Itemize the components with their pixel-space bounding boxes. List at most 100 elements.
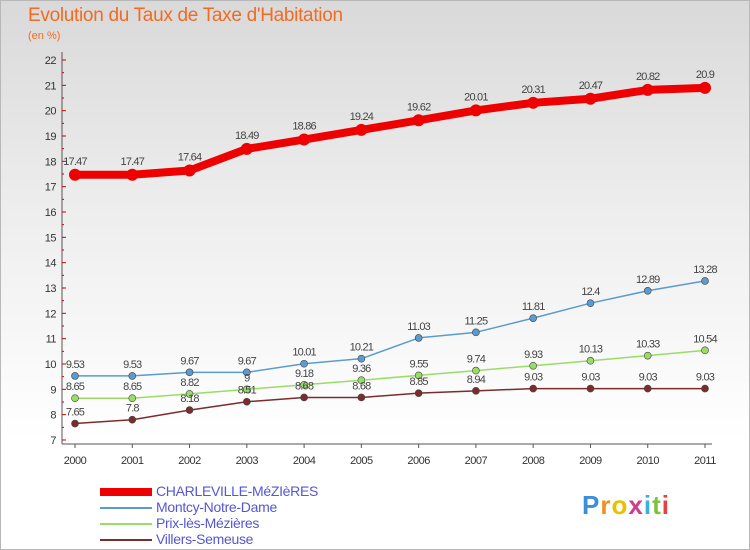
- data-point: [701, 277, 709, 285]
- data-point: [243, 397, 251, 406]
- data-point: [699, 81, 711, 94]
- data-label: 20.47: [579, 80, 603, 92]
- data-label: 20.9: [696, 69, 715, 81]
- data-point: [357, 354, 366, 363]
- line-chart: 7 8 9 10 11 12 13 14 15 16 17 18 19 20 21 22 2000 2001 200…: [45, 52, 718, 467]
- legend-label: CHARLEVILLE-MéZIèRES: [156, 483, 319, 499]
- x-tick-label: 2000: [64, 455, 87, 467]
- data-label: 8.65: [123, 381, 142, 393]
- data-label: 8.85: [410, 376, 429, 388]
- data-point: [240, 142, 253, 155]
- data-point: [300, 380, 308, 389]
- data-label: 10.13: [579, 344, 603, 356]
- x-tick-label: 2005: [350, 455, 373, 467]
- data-label: 20.82: [636, 71, 660, 83]
- data-label: 11.03: [407, 321, 430, 333]
- y-tick-label: 9: [50, 384, 56, 396]
- data-point: [183, 164, 196, 177]
- data-point: [701, 346, 709, 355]
- data-point: [69, 168, 81, 181]
- data-label: 19.24: [350, 111, 374, 123]
- y-tick-label: 16: [45, 207, 57, 219]
- y-tick-label: 20: [45, 106, 57, 118]
- data-label: 11.81: [522, 301, 545, 313]
- data-point: [243, 368, 251, 377]
- logo-letter: t: [652, 490, 662, 520]
- data-point: [128, 372, 137, 380]
- y-tick-label: 22: [45, 55, 57, 67]
- data-point: [641, 83, 654, 96]
- data-point: [529, 361, 537, 370]
- data-label: 17.47: [63, 156, 87, 168]
- data-point: [529, 314, 537, 322]
- logo-letter: i: [661, 490, 670, 520]
- data-point: [185, 368, 194, 377]
- y-tick-label: 12: [45, 308, 57, 320]
- data-label: 7.65: [66, 407, 85, 419]
- x-tick-label: 2002: [178, 455, 201, 467]
- data-point: [185, 406, 194, 414]
- data-label: 9.03: [639, 372, 658, 384]
- y-tick-label: 18: [45, 156, 57, 168]
- data-label: 9.55: [410, 358, 429, 370]
- data-point: [414, 389, 423, 397]
- unit-label: (en %): [28, 30, 61, 42]
- data-point: [243, 385, 251, 394]
- legend-swatch: [100, 488, 152, 496]
- data-point: [529, 384, 537, 393]
- data-point: [472, 366, 480, 375]
- data-label: 9.03: [524, 372, 543, 384]
- logo-letter: x: [628, 490, 644, 520]
- x-tick-label: 2007: [465, 455, 488, 467]
- y-tick-label: 19: [45, 131, 57, 143]
- data-label: 18.86: [292, 121, 316, 133]
- data-point: [300, 393, 308, 402]
- data-label: 8.68: [295, 380, 314, 392]
- data-point: [71, 419, 79, 428]
- data-label: 10.21: [350, 342, 374, 354]
- x-tick-label: 2003: [236, 455, 259, 467]
- y-tick-label: 8: [50, 410, 56, 422]
- data-label: 19.62: [407, 101, 431, 113]
- x-tick-label: 2006: [407, 455, 430, 467]
- data-point: [469, 104, 482, 117]
- logo-letter: o: [611, 490, 629, 520]
- data-label: 9.53: [123, 359, 142, 371]
- legend-swatch: [100, 507, 152, 509]
- data-point: [643, 351, 652, 360]
- data-label: 12.4: [581, 286, 600, 298]
- data-point: [586, 384, 595, 393]
- data-label: 9.36: [352, 363, 371, 375]
- data-point: [300, 359, 308, 368]
- x-tick-label: 2009: [579, 455, 602, 467]
- data-point: [584, 92, 597, 105]
- data-label: 7.8: [126, 403, 140, 415]
- data-label: 10.01: [292, 347, 316, 359]
- y-tick-label: 7: [50, 435, 56, 447]
- data-label: 10.54: [693, 333, 717, 345]
- y-tick-label: 15: [45, 232, 57, 244]
- logo-letter: r: [600, 490, 612, 520]
- series-line: [75, 349, 706, 399]
- data-label: 8.51: [238, 385, 257, 397]
- data-label: 9.53: [66, 359, 85, 371]
- data-label: 8.65: [66, 381, 85, 393]
- data-point: [128, 394, 137, 403]
- y-tick-label: 13: [45, 283, 57, 295]
- data-point: [357, 376, 366, 385]
- legend-label: Prix-lès-Mézières: [156, 515, 260, 531]
- data-label: 8.82: [180, 377, 199, 389]
- series-line: [74, 387, 705, 425]
- data-point: [298, 133, 311, 146]
- data-label: 9.67: [180, 355, 199, 367]
- x-tick-label: 2010: [636, 455, 659, 467]
- series-line: [75, 280, 706, 377]
- data-point: [643, 286, 652, 295]
- data-label: 17.64: [178, 151, 202, 163]
- data-label: 9.18: [295, 368, 314, 380]
- data-label: 11.25: [465, 315, 488, 327]
- data-label: 18.49: [235, 130, 259, 142]
- legend-label: Villers-Semeuse: [156, 531, 254, 547]
- legend-swatch: [100, 523, 152, 525]
- data-label: 8.94: [467, 374, 486, 386]
